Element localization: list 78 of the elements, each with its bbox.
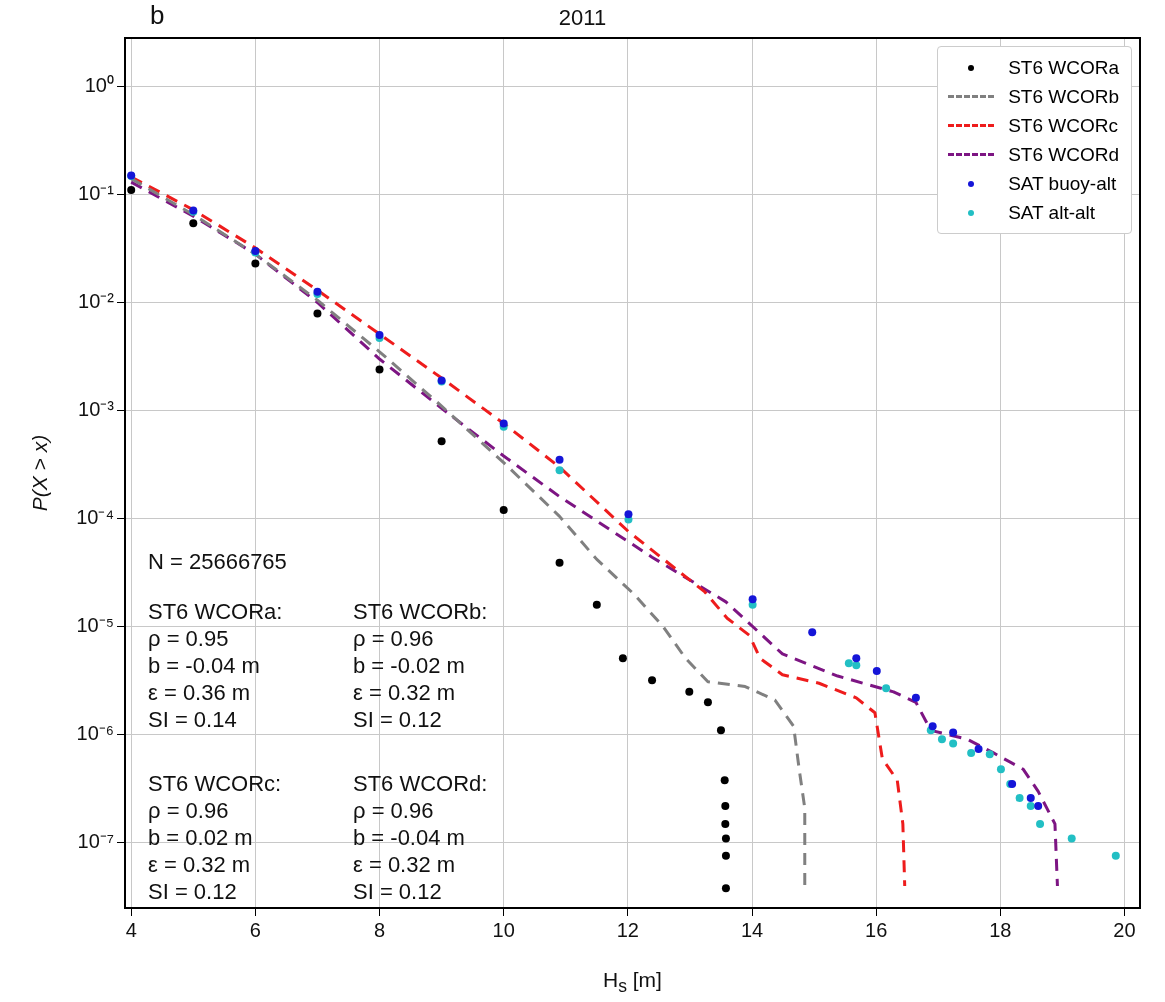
x-tick-label: 6 (249, 918, 261, 941)
annotation: ST6 WCORb: ρ = 0.96 b = -0.02 m ε = 0.32 m SI = 0.12 (353, 598, 488, 733)
point (721, 819, 730, 828)
x-tick-label: 18 (989, 918, 1012, 941)
point (928, 722, 937, 731)
point (748, 595, 757, 604)
point (127, 185, 136, 194)
point (624, 510, 633, 519)
point (1111, 851, 1120, 860)
annotation: ST6 WCORa: ρ = 0.95 b = -0.04 m ε = 0.36 m SI = 0.14 (148, 598, 283, 733)
point (437, 437, 446, 446)
point (937, 735, 946, 744)
annotation: ST6 WCORd: ρ = 0.96 b = -0.04 m ε = 0.32 m SI = 0.12 (353, 770, 488, 905)
annotation: ST6 WCORc: ρ = 0.96 b = 0.02 m ε = 0.32 m SI = 0.12 (148, 770, 282, 905)
point (720, 776, 729, 785)
point (555, 466, 564, 475)
x-tick-label: 4 (125, 918, 137, 941)
y-axis-title: P(X > x) (28, 434, 52, 512)
x-tick-label: 16 (865, 918, 888, 941)
point (1026, 801, 1035, 810)
x-tick-label: 20 (1113, 918, 1136, 941)
point (1015, 794, 1024, 803)
x-tick-label: 10 (492, 918, 515, 941)
y-tick-label: 10⁻⁶ (76, 722, 114, 745)
point (618, 654, 627, 663)
point (1036, 819, 1045, 828)
point (1034, 801, 1043, 810)
point (852, 654, 861, 663)
y-tick-label: 10⁻⁵ (76, 614, 114, 637)
point (996, 765, 1005, 774)
legend-label: ST6 WCORb (1008, 85, 1119, 108)
legend-label: SAT alt-alt (1008, 201, 1096, 224)
point (872, 666, 881, 675)
legend-label: SAT buoy-alt (1008, 172, 1117, 195)
y-tick-label: 10⁻² (78, 290, 115, 313)
y-tick-label: 10⁰ (84, 73, 114, 96)
point (949, 739, 958, 748)
y-tick-label: 10⁻¹ (78, 181, 115, 204)
x-axis-title: H$_{s}$ [m] (602, 968, 663, 998)
point (844, 659, 853, 668)
point (1026, 794, 1035, 803)
y-tick-label: 10⁻³ (78, 398, 115, 421)
annotation: N = 25666765 (148, 548, 287, 575)
chart-title: 2011 (558, 5, 607, 30)
x-tick-label: 12 (616, 918, 639, 941)
point (375, 365, 384, 374)
point (882, 684, 891, 693)
legend-label: ST6 WCORd (1008, 143, 1119, 166)
point (721, 801, 730, 810)
point (808, 628, 817, 637)
point (648, 676, 657, 685)
point (685, 687, 694, 696)
legend-label: ST6 WCORc (1008, 114, 1118, 137)
point (985, 750, 994, 759)
point (967, 748, 976, 757)
point (974, 744, 983, 753)
point (721, 851, 730, 860)
x-tick-label: 14 (740, 918, 764, 941)
legend-label: ST6 WCORa (1008, 56, 1119, 79)
point (852, 661, 861, 670)
x-tick-label: 8 (373, 918, 386, 941)
point (592, 600, 601, 609)
point (189, 219, 198, 228)
point (313, 309, 322, 318)
point (911, 693, 920, 702)
point (703, 698, 712, 707)
point (721, 834, 730, 843)
point (555, 558, 564, 567)
y-tick-label: 10⁻⁴ (76, 506, 114, 529)
point (721, 884, 730, 893)
point (555, 455, 564, 464)
point (499, 506, 508, 515)
point (251, 259, 260, 268)
text: b (150, 0, 165, 30)
point (949, 728, 958, 737)
y-tick-label: 10⁻⁷ (77, 830, 114, 853)
point (716, 726, 725, 735)
point (1067, 834, 1076, 843)
